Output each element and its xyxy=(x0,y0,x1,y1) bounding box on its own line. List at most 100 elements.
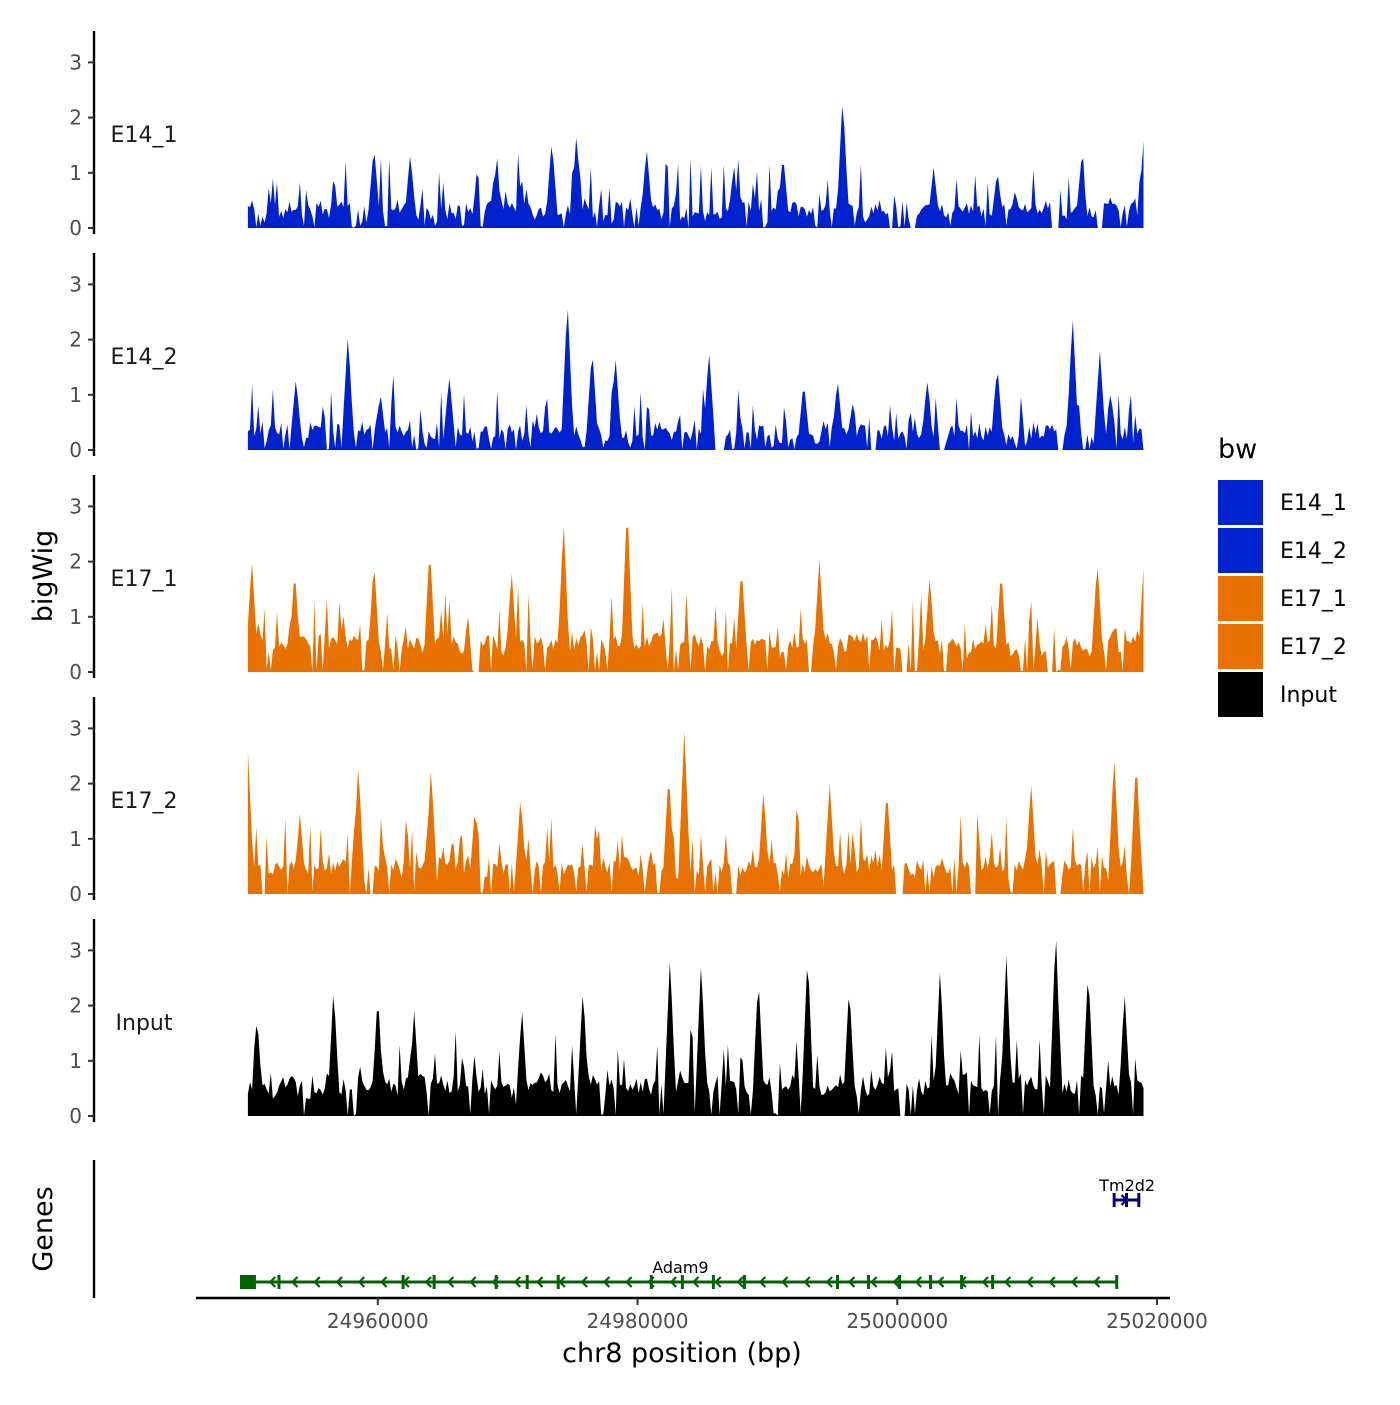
y-tick-label: 1 xyxy=(69,1049,82,1073)
y-tick-label: 2 xyxy=(69,994,82,1018)
strand-chevron xyxy=(981,1276,989,1288)
strand-chevron xyxy=(446,1276,455,1288)
strand-chevron xyxy=(558,1276,566,1288)
strand-chevron xyxy=(380,1276,388,1288)
exon xyxy=(1124,1193,1128,1207)
y-tick-label: 1 xyxy=(69,161,82,185)
y-tick-label: 1 xyxy=(69,383,82,407)
legend-item: Input xyxy=(1218,672,1337,717)
exon xyxy=(401,1275,405,1289)
x-axis: 24960000 24980000 25000000 25020000 xyxy=(196,1296,1208,1333)
legend-key xyxy=(1218,624,1263,669)
strand-chevron xyxy=(469,1276,477,1288)
exon xyxy=(1115,1275,1119,1289)
x-tick-label: 25020000 xyxy=(1106,1309,1208,1333)
strand-chevron xyxy=(625,1276,633,1288)
coverage-area-Input xyxy=(247,940,1144,1116)
strand-chevron xyxy=(691,1276,700,1288)
strand-chevron xyxy=(290,1276,299,1288)
y-axis-title: bigWig xyxy=(28,530,59,623)
exon xyxy=(556,1275,560,1289)
legend-item: E17_1 xyxy=(1218,576,1347,621)
exon xyxy=(742,1275,746,1289)
strand-chevron xyxy=(1092,1276,1101,1288)
y-tick-label: 0 xyxy=(69,216,82,240)
legend-label: E14_2 xyxy=(1280,539,1347,564)
x-tick-label: 24960000 xyxy=(327,1309,429,1333)
y-tick-label: 0 xyxy=(69,660,82,684)
strand-chevron xyxy=(1070,1276,1078,1288)
exon xyxy=(929,1275,933,1289)
exon xyxy=(991,1275,995,1289)
y-tick-label: 0 xyxy=(69,438,82,462)
y-tick-label: 3 xyxy=(69,272,82,296)
strand-chevron xyxy=(602,1276,611,1288)
strand-chevron xyxy=(781,1276,789,1288)
track-label-E17_1: E17_1 xyxy=(111,567,178,592)
strand-chevron xyxy=(580,1276,588,1288)
exon xyxy=(711,1275,715,1289)
exon xyxy=(1112,1193,1116,1207)
coverage-tracks: 0 1 2 3 E14_1 0 1 2 3 E14_2 0 1 2 3 E17_1 0 1 2 3 E17_2 0 1 2 3… xyxy=(69,31,1144,1128)
strand-chevron xyxy=(914,1276,923,1288)
strand-chevron xyxy=(313,1276,321,1288)
strand-chevron xyxy=(268,1276,277,1288)
strand-chevron xyxy=(1048,1276,1056,1288)
exon xyxy=(867,1275,871,1289)
legend-label: E14_1 xyxy=(1280,491,1347,516)
strand-chevron xyxy=(936,1276,945,1288)
exon xyxy=(649,1275,653,1289)
strand-chevron xyxy=(424,1276,432,1288)
strand-chevron xyxy=(847,1276,856,1288)
exon xyxy=(494,1275,498,1289)
y-tick-label: 2 xyxy=(69,550,82,574)
y-tick-label: 2 xyxy=(69,772,82,796)
strand-chevron xyxy=(357,1276,366,1288)
coverage-area-E17_2 xyxy=(247,731,1144,894)
genes-panel: Adam9 Tm2d2 xyxy=(92,1160,1155,1298)
genes-axis-title: Genes xyxy=(28,1186,59,1271)
gene-label: Tm2d2 xyxy=(1098,1176,1155,1195)
exon xyxy=(680,1275,684,1289)
strand-chevron xyxy=(513,1276,522,1288)
y-tick-label: 3 xyxy=(69,716,82,740)
track-Input: 0 1 2 3 Input xyxy=(69,919,1144,1128)
legend-item: E17_2 xyxy=(1218,624,1347,669)
exon xyxy=(960,1275,964,1289)
legend-key xyxy=(1218,480,1263,525)
track-label-E14_1: E14_1 xyxy=(111,123,178,148)
legend-title: bw xyxy=(1218,434,1257,465)
gene-Tm2d2: Tm2d2 xyxy=(1098,1176,1155,1207)
track-E14_2: 0 1 2 3 E14_2 xyxy=(69,253,1144,462)
legend-item: E14_2 xyxy=(1218,528,1347,573)
y-tick-label: 3 xyxy=(69,494,82,518)
strand-chevron xyxy=(1026,1276,1034,1288)
strand-chevron xyxy=(335,1276,343,1288)
track-label-E14_2: E14_2 xyxy=(111,345,178,370)
track-label-Input: Input xyxy=(116,1011,173,1036)
y-tick-label: 2 xyxy=(69,328,82,352)
legend: bw E14_1 E14_2 E17_1 E17_2 Input xyxy=(1218,434,1347,717)
y-tick-label: 1 xyxy=(69,605,82,629)
coverage-area-E14_1 xyxy=(247,105,1144,228)
strand-chevron xyxy=(892,1276,900,1288)
utr-block xyxy=(239,1275,256,1289)
strand-chevron xyxy=(870,1276,878,1288)
y-tick-label: 0 xyxy=(69,882,82,906)
legend-label: Input xyxy=(1280,683,1337,708)
y-tick-label: 2 xyxy=(69,106,82,130)
coverage-area-E14_2 xyxy=(247,310,1144,450)
legend-key xyxy=(1218,672,1263,717)
y-tick-label: 0 xyxy=(69,1104,82,1128)
exon xyxy=(525,1275,529,1289)
strand-chevron xyxy=(803,1276,811,1288)
strand-chevron xyxy=(535,1276,544,1288)
strand-chevron xyxy=(736,1276,744,1288)
x-axis-title: chr8 position (bp) xyxy=(562,1338,802,1369)
exon xyxy=(277,1275,281,1289)
strand-chevron xyxy=(669,1276,677,1288)
exon xyxy=(835,1275,839,1289)
exon xyxy=(1137,1193,1141,1207)
y-tick-label: 3 xyxy=(69,50,82,74)
